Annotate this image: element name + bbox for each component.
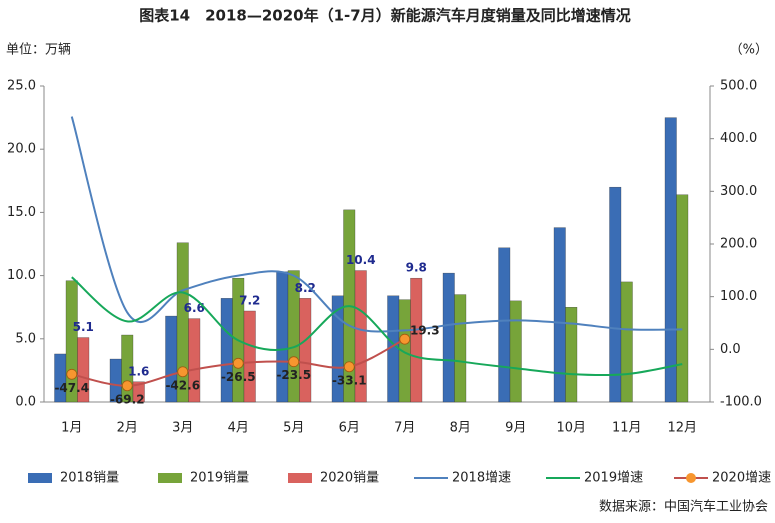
- source: 数据来源：中国汽车工业协会: [599, 499, 768, 515]
- bar: [354, 270, 367, 403]
- legend-label: 2018增速: [452, 471, 511, 486]
- legend-label: 2020增速: [712, 471, 771, 486]
- bar: [220, 298, 233, 403]
- marker: [399, 333, 411, 345]
- line: [71, 276, 683, 377]
- bar: [410, 277, 423, 403]
- chart-title: 图表14 2018—2020年（1-7月）新能源汽车月度销量及同比增速情况: [139, 7, 630, 25]
- bar: [132, 381, 145, 403]
- x-tick-label: 3月: [172, 421, 193, 436]
- point-value-label: -42.6: [165, 378, 200, 392]
- bar: [620, 281, 633, 403]
- x-tick-label: 10月: [556, 421, 586, 436]
- x-tick-label: 7月: [394, 421, 415, 436]
- legend-label: 2020销量: [320, 471, 379, 486]
- bar-value-label: 1.6: [128, 364, 149, 378]
- y-tick-label: 20.0: [7, 142, 36, 157]
- x-tick-label: 5月: [283, 421, 304, 436]
- marker: [343, 361, 355, 373]
- bar-value-label: 8.2: [295, 281, 316, 295]
- line: [70, 116, 683, 333]
- marker: [66, 368, 78, 380]
- point-value-label: -23.5: [276, 368, 311, 382]
- bar: [509, 300, 522, 403]
- x-tick-label: 4月: [228, 421, 249, 436]
- y2-tick-label: -100.0: [720, 395, 762, 410]
- x-tick-label: 12月: [667, 421, 697, 436]
- bar: [565, 307, 578, 403]
- legend-swatch: [288, 473, 312, 483]
- marker: [288, 356, 300, 368]
- point-value-label: -26.5: [221, 370, 256, 384]
- bar-value-label: 10.4: [346, 253, 376, 267]
- x-tick-label: 2月: [117, 421, 138, 436]
- y-axis-label: 单位：万辆: [6, 43, 71, 58]
- point-value-label: -33.1: [332, 373, 367, 387]
- y2-tick-label: 0.0: [720, 342, 741, 357]
- y-tick-label: 15.0: [7, 205, 36, 220]
- bar-value-label: 9.8: [406, 261, 427, 275]
- legend-label: 2019销量: [190, 471, 249, 486]
- bar: [188, 318, 201, 403]
- marker: [232, 357, 244, 369]
- bar: [498, 247, 511, 403]
- bar: [609, 186, 622, 403]
- bar-value-label: 7.2: [239, 293, 260, 307]
- y-tick-label: 25.0: [7, 79, 36, 94]
- bar-value-label: 5.1: [73, 320, 94, 334]
- y-tick-label: 0.0: [15, 395, 36, 410]
- y2-tick-label: 400.0: [720, 131, 757, 146]
- bar: [454, 294, 467, 403]
- marker: [177, 366, 189, 378]
- bar: [276, 271, 289, 403]
- point-value-label: -69.2: [110, 392, 145, 406]
- bar: [299, 298, 312, 403]
- marker: [121, 380, 133, 392]
- x-tick-label: 9月: [505, 421, 526, 436]
- x-tick-label: 8月: [450, 421, 471, 436]
- legend-swatch: [28, 473, 52, 483]
- legend-label: 2019增速: [584, 471, 643, 486]
- y2-tick-label: 100.0: [720, 289, 757, 304]
- x-tick-label: 11月: [612, 421, 642, 436]
- bar: [442, 272, 455, 403]
- y2-axis-label: （%）: [730, 43, 768, 58]
- legend-marker: [686, 473, 696, 483]
- y-tick-label: 10.0: [7, 268, 36, 283]
- bar: [664, 117, 677, 403]
- bar: [121, 334, 134, 403]
- bar-value-label: 6.6: [184, 301, 205, 315]
- y2-tick-label: 500.0: [720, 79, 757, 94]
- x-tick-label: 1月: [61, 421, 82, 436]
- point-value-label: -47.4: [54, 381, 89, 395]
- legend-swatch: [158, 473, 182, 483]
- legend-label: 2018销量: [60, 471, 119, 486]
- bar: [553, 227, 566, 403]
- point-value-label: 19.3: [410, 324, 440, 338]
- x-tick-label: 6月: [339, 421, 360, 436]
- bar: [77, 337, 90, 403]
- bar: [676, 194, 689, 403]
- bar: [243, 310, 256, 403]
- y2-tick-label: 200.0: [720, 237, 757, 252]
- y2-tick-label: 300.0: [720, 184, 757, 199]
- y-tick-label: 5.0: [15, 331, 36, 346]
